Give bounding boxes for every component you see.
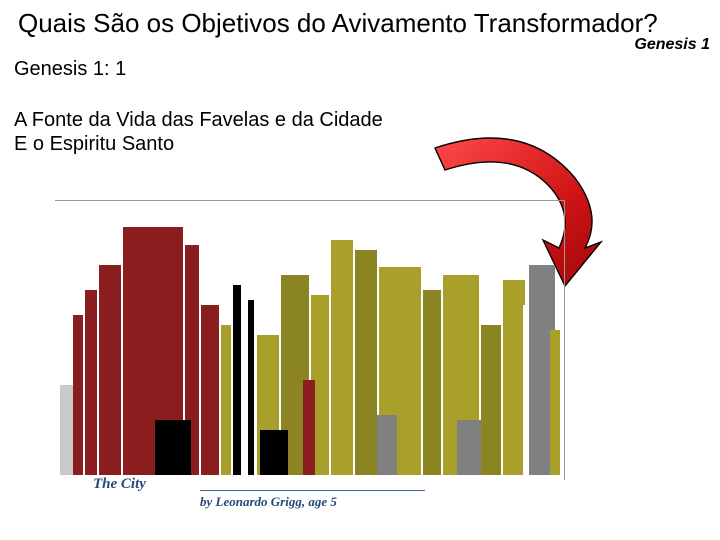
building-shape bbox=[457, 420, 481, 475]
building-shape bbox=[423, 290, 441, 475]
building-shape bbox=[303, 380, 315, 475]
building-shape bbox=[233, 285, 241, 475]
building-shape bbox=[550, 330, 560, 475]
caption-author: by Leonardo Grigg, age 5 bbox=[200, 494, 337, 509]
caption-city: The City bbox=[93, 476, 146, 493]
building-shape bbox=[73, 315, 83, 475]
building-shape bbox=[331, 240, 353, 475]
subtitle-line-2: E o Espiritu Santo bbox=[14, 132, 383, 156]
building-shape bbox=[201, 305, 219, 475]
building-shape bbox=[85, 290, 97, 475]
building-shape bbox=[221, 325, 231, 475]
building-shape bbox=[523, 305, 527, 475]
reference-top-right: Genesis 1 bbox=[634, 36, 710, 54]
reference-left: Genesis 1: 1 bbox=[14, 58, 126, 81]
building-shape bbox=[355, 250, 377, 475]
slide-title: Quais São os Objetivos do Avivamento Tra… bbox=[18, 8, 658, 39]
building-shape bbox=[260, 430, 288, 475]
building-shape bbox=[503, 280, 525, 475]
city-figure: The City by Leonardo Grigg, age 5 bbox=[45, 175, 575, 515]
building-shape bbox=[377, 415, 397, 475]
building-shape bbox=[248, 300, 254, 475]
subtitle-block: A Fonte da Vida das Favelas e da Cidade … bbox=[14, 108, 383, 156]
building-shape bbox=[481, 325, 501, 475]
building-shape bbox=[241, 285, 246, 475]
building-shape bbox=[99, 265, 121, 475]
subtitle-line-1: A Fonte da Vida das Favelas e da Cidade bbox=[14, 108, 383, 132]
building-shape bbox=[155, 420, 191, 475]
building-shape bbox=[60, 385, 74, 475]
caption-author-box: by Leonardo Grigg, age 5 bbox=[200, 490, 425, 511]
